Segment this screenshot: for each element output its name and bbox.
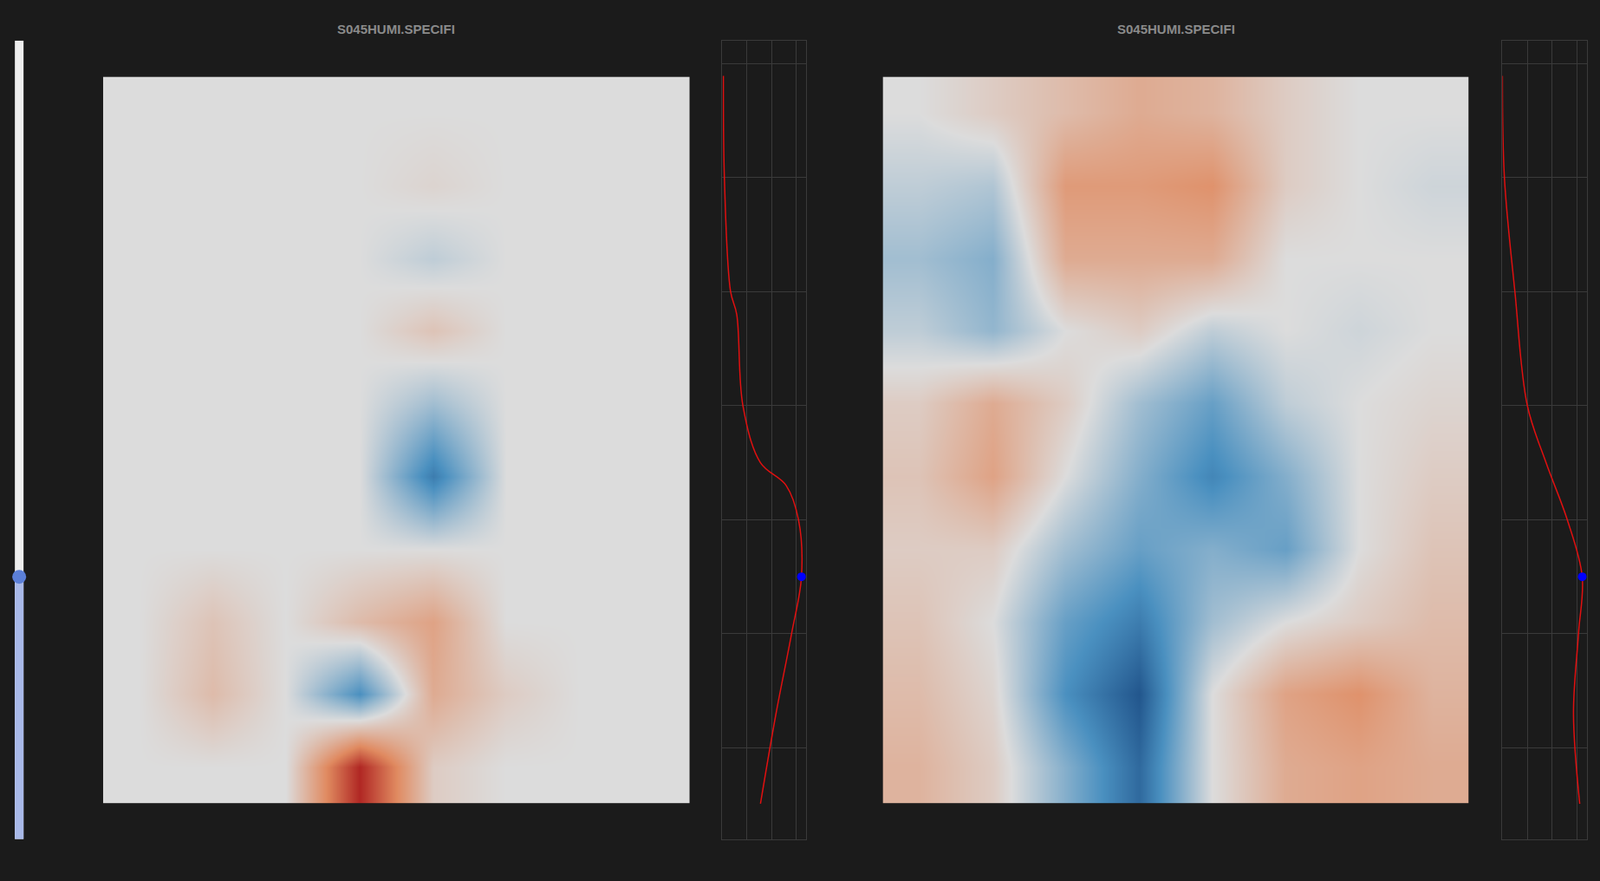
svg-text:S045HUMI.SPECIFI: S045HUMI.SPECIFI	[337, 21, 456, 37]
svg-text:S045HUMI.SPECIFI: S045HUMI.SPECIFI	[1117, 21, 1236, 37]
